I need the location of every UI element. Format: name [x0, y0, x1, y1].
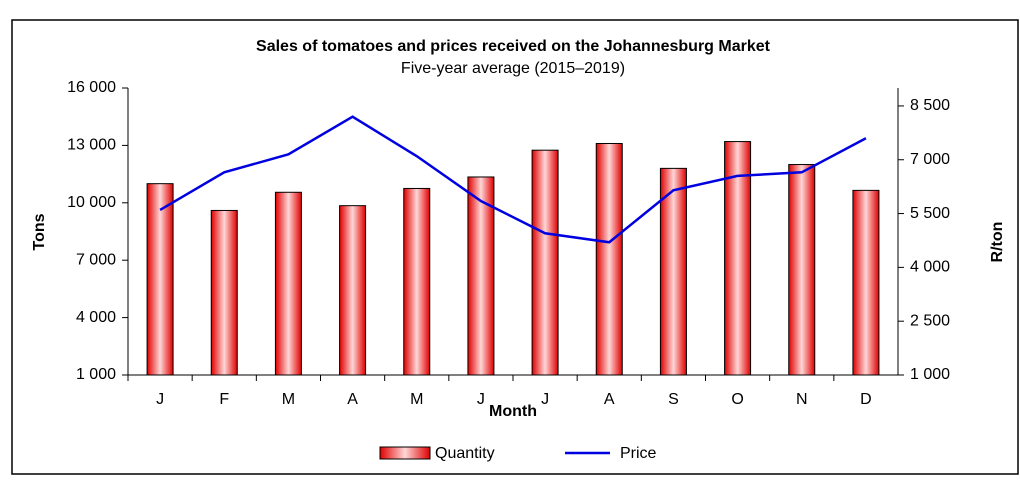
- bar: [595, 142, 623, 376]
- x-tick-label: F: [219, 391, 229, 408]
- x-tick-label: O: [731, 391, 743, 408]
- bar: [788, 164, 816, 376]
- bar: [724, 141, 752, 376]
- y-tick-label: 16 000: [67, 79, 116, 96]
- y2-tick-label: 1 000: [910, 366, 950, 383]
- legend-swatch: [379, 446, 431, 460]
- bar: [659, 167, 687, 376]
- chart-frame: [11, 19, 1019, 475]
- bar: [531, 149, 559, 376]
- y2-tick-label: 7 000: [910, 151, 950, 168]
- price-line: [159, 115, 867, 244]
- x-tick-label: M: [282, 391, 295, 408]
- y-tick-label: 4 000: [76, 309, 116, 326]
- y2-tick-label: 5 500: [910, 205, 950, 222]
- bar: [210, 209, 238, 376]
- y2-tick-label: 8 500: [910, 97, 950, 114]
- bar: [467, 176, 495, 376]
- x-tick-label: D: [860, 391, 872, 408]
- legend-label: Quantity: [435, 445, 495, 462]
- y2-axis-title: R/ton: [989, 222, 1006, 263]
- bar: [146, 183, 174, 376]
- x-tick-label: N: [796, 391, 808, 408]
- chart-title: Sales of tomatoes and prices received on…: [256, 38, 771, 55]
- y-axis-title: Tons: [31, 213, 48, 250]
- x-tick-label: J: [156, 391, 164, 408]
- chart-subtitle: Five-year average (2015–2019): [401, 60, 625, 77]
- y-tick-label: 7 000: [76, 251, 116, 268]
- x-tick-label: A: [347, 391, 358, 408]
- y-tick-label: 10 000: [67, 194, 116, 211]
- x-axis-title: Month: [489, 403, 537, 420]
- x-tick-label: S: [668, 391, 679, 408]
- x-tick-label: J: [477, 391, 485, 408]
- bar: [852, 189, 880, 376]
- x-tick-label: A: [604, 391, 615, 408]
- bar: [339, 205, 367, 376]
- x-tick-label: J: [541, 391, 549, 408]
- y-tick-label: 1 000: [76, 366, 116, 383]
- bar: [274, 191, 302, 376]
- legend-label: Price: [620, 445, 657, 462]
- y-tick-label: 13 000: [67, 137, 116, 154]
- x-tick-label: M: [410, 391, 423, 408]
- bar: [403, 187, 431, 376]
- y2-tick-label: 2 500: [910, 312, 950, 329]
- y2-tick-label: 4 000: [910, 259, 950, 276]
